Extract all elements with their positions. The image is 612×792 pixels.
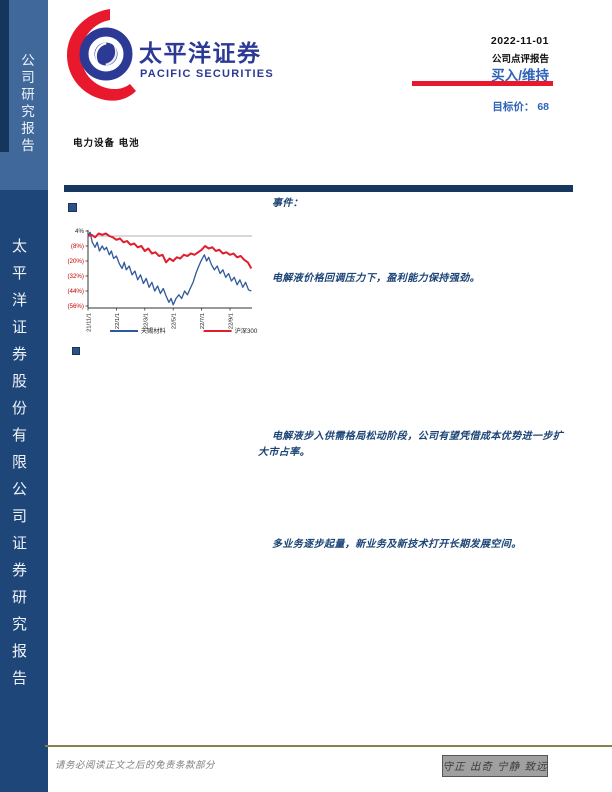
sidebar-report-category: 公司研究报告 [18,53,34,155]
bullet-square-icon [68,203,77,212]
svg-text:22/9/1: 22/9/1 [229,313,235,329]
brand-name-en: PACIFIC SECURITIES [140,68,274,80]
footer-motto: 守正 出奇 宁静 致远 [442,755,548,777]
sidebar-company-line: 太平洋证券股份有限公司证券研究报告 [10,238,28,697]
svg-text:(32%): (32%) [67,273,84,280]
bullet-square-icon [72,347,80,355]
rating-underline-rule [412,81,553,86]
target-price-label: 目标价： [492,101,535,113]
highlight-paragraph-2: 电解液步入供需格局松动阶段，公司有望凭借成本优势进一步扩大市占率。 [258,431,564,458]
highlight-paragraph-1: 电解液价格回调压力下，盈利能力保持强劲。 [272,273,480,284]
svg-text:(20%): (20%) [67,258,84,265]
footer-rule [45,745,612,747]
target-price: 目标价： 68 [492,99,549,114]
svg-text:21/11/1: 21/11/1 [87,313,93,332]
event-heading: 事件： [272,198,304,209]
svg-text:(44%): (44%) [67,288,84,295]
sidebar-edge-strip [0,0,9,152]
rating-badge: 买入/维持 [491,68,549,83]
highlight-paragraph-3: 多业务逐步起量，新业务及新技术打开长期发展空间。 [272,539,522,550]
header-divider-bar [64,185,573,192]
svg-text:4%: 4% [75,228,84,235]
svg-text:(8%): (8%) [71,243,84,250]
brand-name-cn: 太平洋证券 [139,40,262,66]
svg-text:(56%): (56%) [67,303,84,310]
industry-tags: 电力设备 电池 [73,138,140,149]
target-price-value: 68 [537,101,549,113]
footer-disclaimer: 请务必阅读正文之后的免责条款部分 [55,760,216,771]
svg-text:22/1/1: 22/1/1 [115,313,121,329]
performance-chart: 4% (8%) (20%) (32%) (44%) (56%)21/11/1 22/1/1 2… [67,228,258,335]
svg-text:天赐材料: 天赐材料 [141,327,166,335]
svg-text:22/3/1: 22/3/1 [143,313,149,329]
report-type: 公司点评报告 [491,54,549,65]
report-date: 2022-11-01 [490,35,549,47]
svg-text:沪深300: 沪深300 [235,327,258,335]
svg-text:22/7/1: 22/7/1 [200,313,206,329]
pacific-securities-logo-icon [67,9,136,101]
svg-text:22/5/1: 22/5/1 [172,313,178,329]
sidebar-bottom-band [0,190,48,792]
